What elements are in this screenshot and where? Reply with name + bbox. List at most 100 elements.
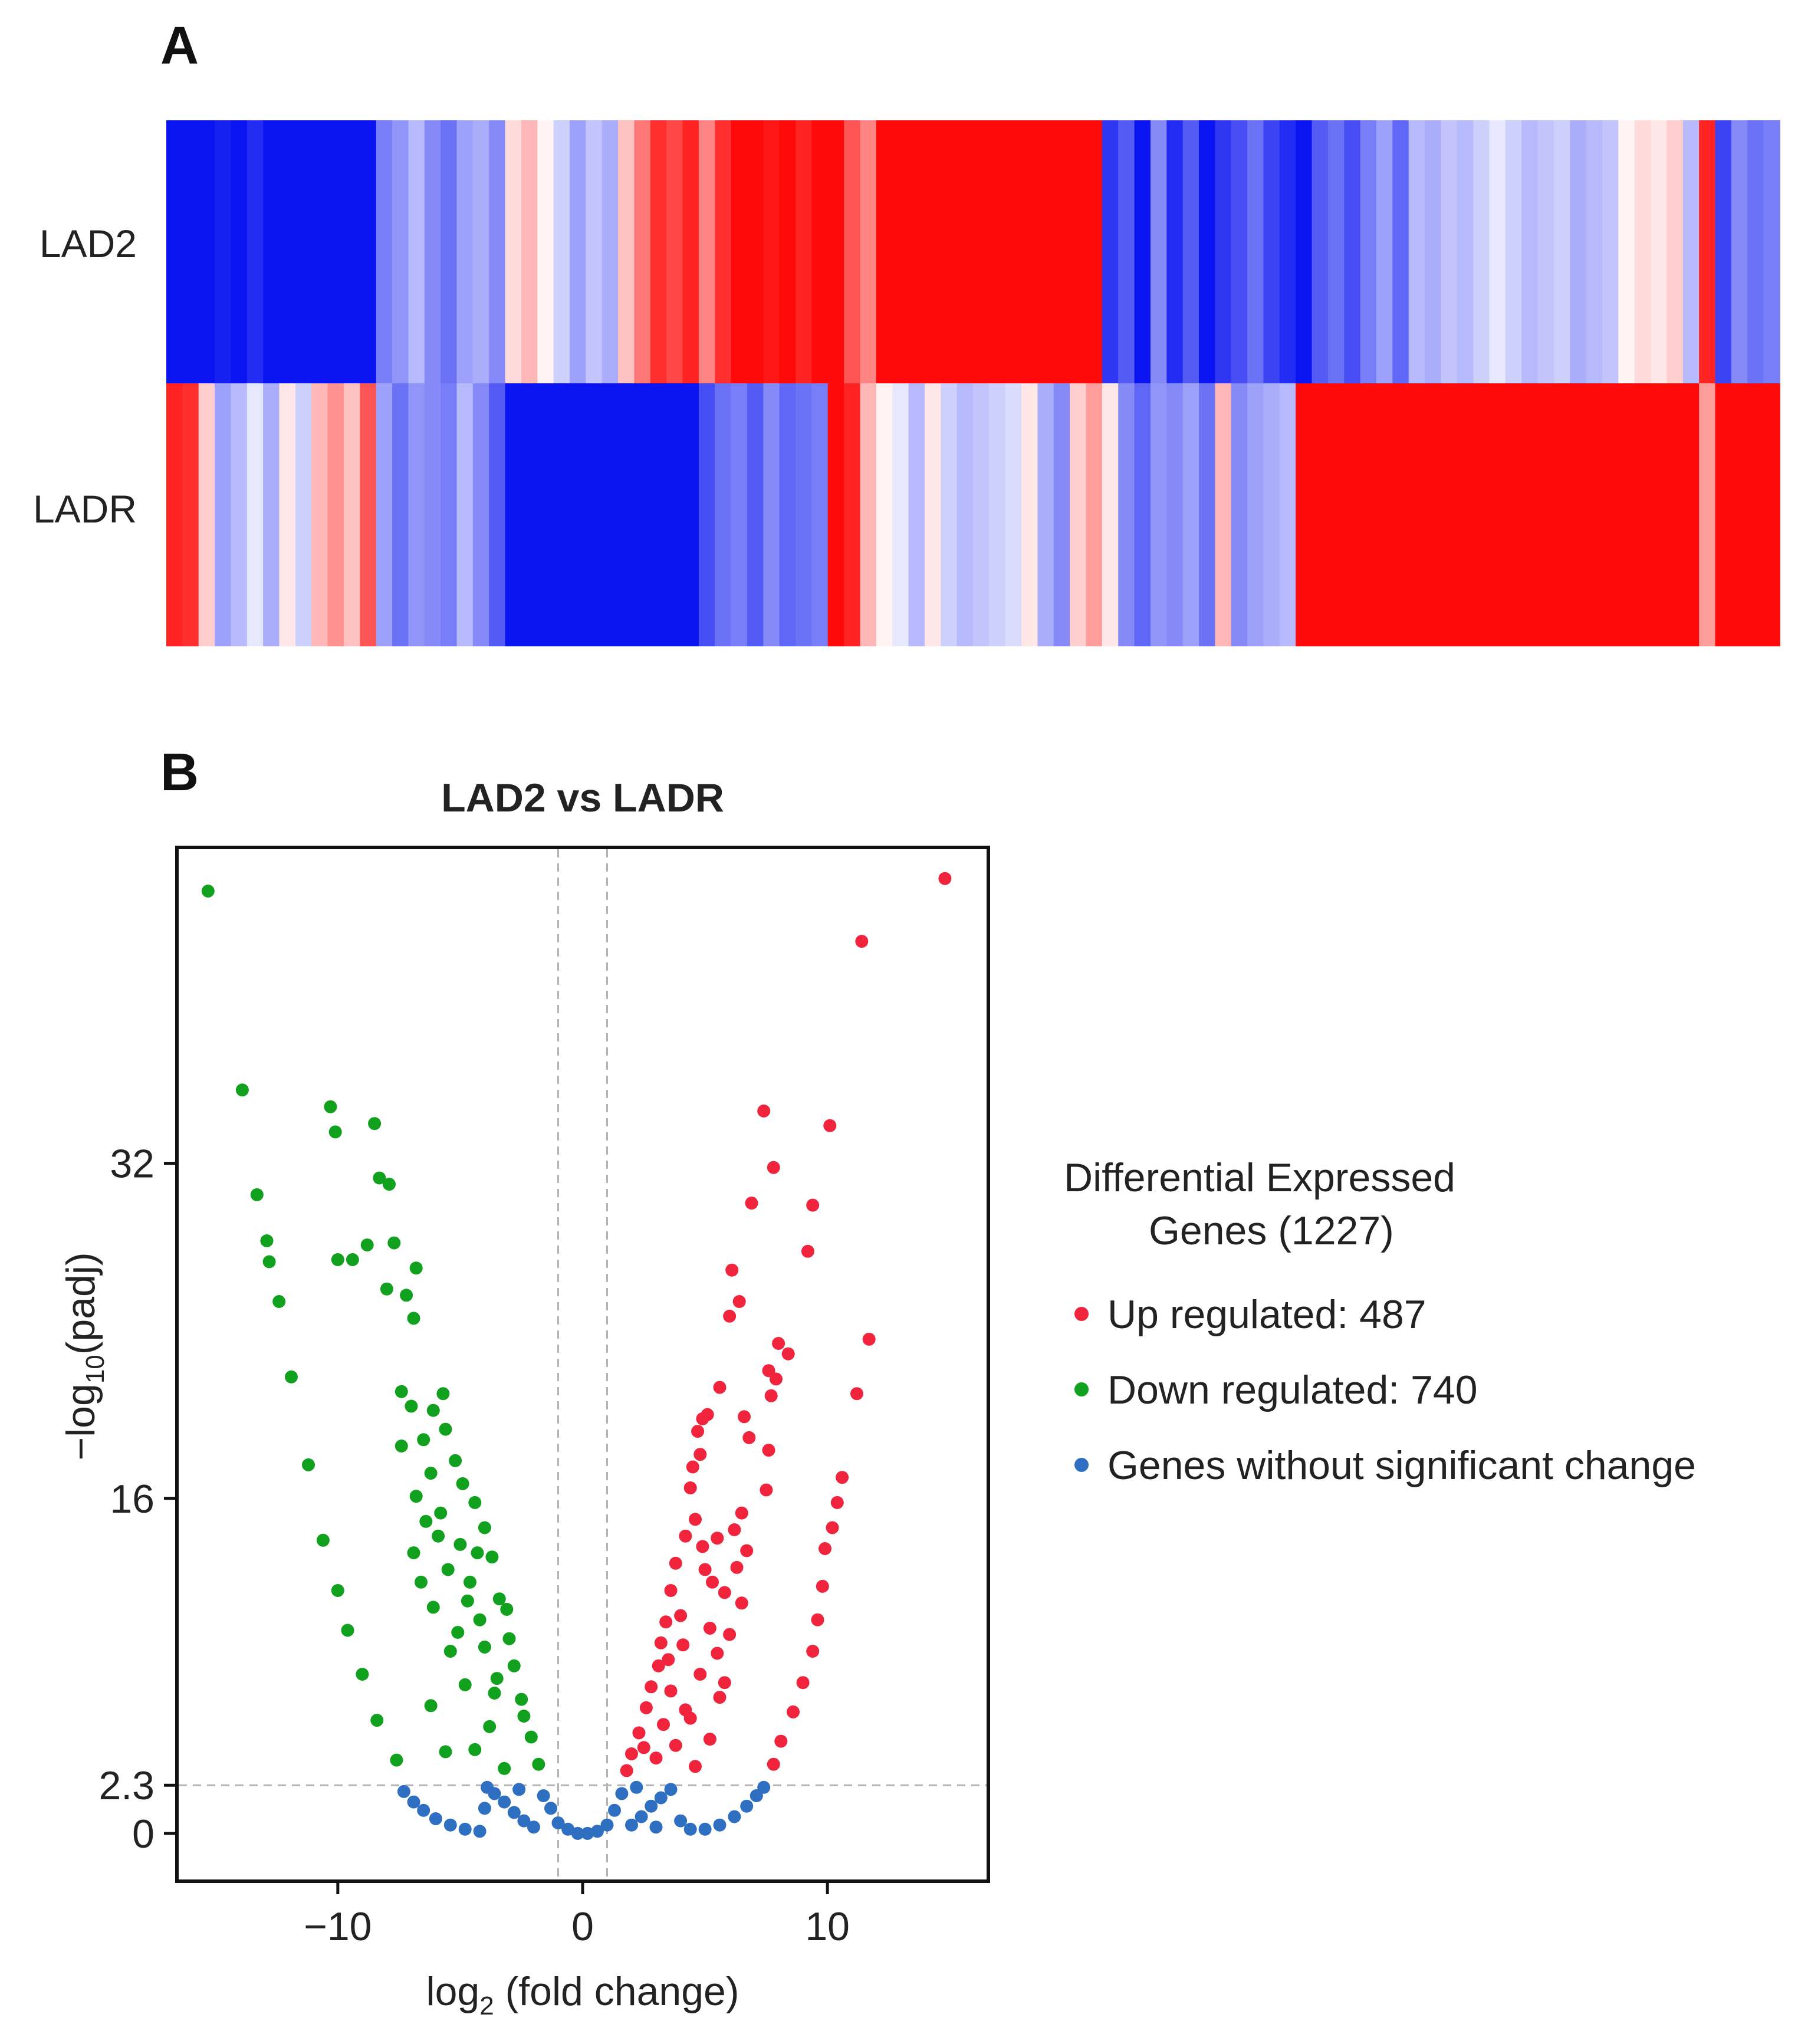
data-point-down	[202, 885, 215, 898]
data-point-down	[503, 1632, 516, 1645]
data-point-down	[383, 1178, 396, 1191]
data-point-up	[625, 1747, 638, 1760]
heatmap-cell	[683, 120, 699, 383]
heatmap-cell	[554, 120, 570, 383]
heatmap-cell	[1651, 120, 1667, 383]
heatmap-cell	[1360, 120, 1377, 383]
data-point-up	[665, 1684, 678, 1697]
data-point-down	[451, 1626, 464, 1639]
heatmap-cell	[699, 120, 715, 383]
data-point-none	[635, 1810, 648, 1823]
data-point-up	[718, 1676, 731, 1689]
heatmap-cell	[650, 120, 667, 383]
data-point-up	[731, 1561, 744, 1574]
data-point-down	[483, 1720, 496, 1733]
heatmap-cell	[602, 383, 619, 646]
heatmap-cell	[1764, 383, 1780, 646]
heatmap-cell	[1312, 383, 1329, 646]
heatmap-cell	[1683, 120, 1700, 383]
heatmap-cell	[1699, 383, 1715, 646]
heatmap	[166, 120, 1780, 646]
data-point-none	[527, 1820, 540, 1833]
data-point-up	[714, 1691, 727, 1704]
heatmap-cell	[1199, 120, 1215, 383]
data-point-down	[361, 1238, 374, 1251]
heatmap-cell	[328, 120, 344, 383]
heatmap-cell	[1344, 120, 1360, 383]
heatmap-cell	[215, 383, 231, 646]
data-point-up	[645, 1680, 658, 1693]
data-point-up	[836, 1471, 849, 1484]
heatmap-cell	[505, 383, 522, 646]
heatmap-cell	[796, 383, 812, 646]
heatmap-cell	[1409, 383, 1425, 646]
panel-b-label: B	[160, 743, 199, 802]
data-point-none	[714, 1819, 727, 1832]
x-tick-label: 10	[805, 1904, 850, 1949]
data-point-down	[500, 1603, 513, 1616]
heatmap-cell	[1602, 383, 1619, 646]
heatmap-cell	[634, 120, 650, 383]
legend-marker-down	[1074, 1382, 1089, 1396]
data-point-none	[481, 1781, 494, 1794]
heatmap-cell	[1635, 383, 1651, 646]
heatmap-cell	[860, 383, 876, 646]
data-point-up	[679, 1703, 692, 1716]
heatmap-cell	[166, 383, 183, 646]
heatmap-cell	[860, 120, 876, 383]
heatmap-cell	[586, 383, 602, 646]
heatmap-cell	[1554, 383, 1570, 646]
heatmap-cell	[1118, 120, 1135, 383]
data-point-up	[823, 1119, 836, 1132]
heatmap-cell	[1554, 120, 1570, 383]
data-point-down	[380, 1283, 393, 1296]
data-point-down	[395, 1385, 408, 1398]
heatmap-cell	[1328, 120, 1345, 383]
heatmap-cell	[1247, 383, 1264, 646]
heatmap-cell	[925, 120, 941, 383]
data-point-up	[806, 1645, 819, 1658]
data-point-up	[620, 1764, 633, 1777]
data-point-up	[704, 1733, 716, 1746]
heatmap-cell	[215, 120, 231, 383]
data-point-none	[740, 1800, 753, 1813]
data-point-up	[819, 1542, 831, 1555]
heatmap-cell	[683, 383, 699, 646]
heatmap-cell	[247, 120, 264, 383]
data-point-down	[387, 1237, 400, 1250]
heatmap-cell	[1070, 383, 1086, 646]
data-point-down	[331, 1253, 344, 1266]
heatmap-cell	[360, 383, 376, 646]
heatmap-cell	[747, 120, 764, 383]
data-point-down	[346, 1253, 359, 1266]
data-point-up	[733, 1295, 746, 1308]
data-point-none	[601, 1819, 614, 1832]
heatmap-cell	[715, 383, 731, 646]
heatmap-cell	[537, 383, 554, 646]
data-point-up	[811, 1613, 824, 1626]
data-point-down	[442, 1563, 455, 1576]
heatmap-cell	[876, 383, 893, 646]
heatmap-cell	[1183, 120, 1199, 383]
data-point-down	[532, 1758, 545, 1771]
data-point-up	[669, 1557, 682, 1570]
heatmap-cell	[473, 120, 489, 383]
heatmap-cell	[1312, 120, 1329, 383]
data-point-none	[444, 1819, 457, 1832]
heatmap-cell	[295, 120, 312, 383]
heatmap-cell	[489, 120, 505, 383]
data-point-down	[508, 1659, 521, 1672]
data-point-up	[633, 1726, 646, 1739]
heatmap-cell	[780, 120, 796, 383]
legend-marker-up	[1074, 1307, 1089, 1321]
heatmap-cell	[311, 120, 328, 383]
data-point-none	[508, 1806, 521, 1819]
data-point-down	[427, 1404, 440, 1417]
heatmap-cell	[1005, 120, 1022, 383]
data-point-down	[449, 1454, 462, 1467]
heatmap-cell	[828, 383, 844, 646]
data-point-up	[801, 1245, 814, 1258]
heatmap-cell	[1215, 383, 1231, 646]
heatmap-cell	[892, 383, 909, 646]
heatmap-cell	[1215, 120, 1231, 383]
